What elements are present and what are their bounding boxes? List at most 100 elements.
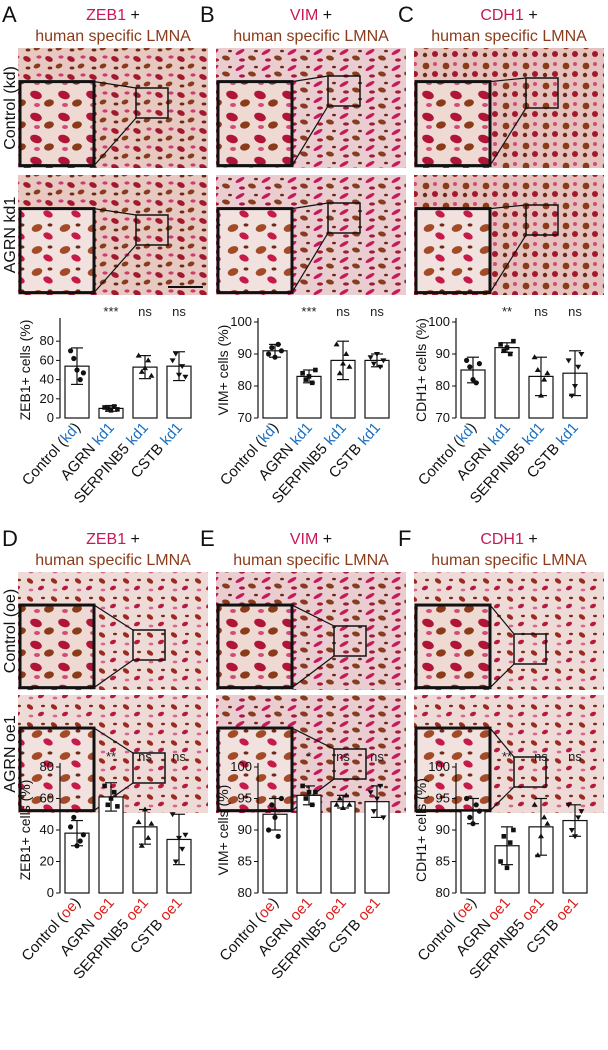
marker-name: VIM [290, 7, 318, 24]
panel-b: B VIM + human specific LMNA [200, 2, 406, 295]
significance-label: ** [502, 304, 512, 319]
plus-sign: + [126, 7, 140, 24]
data-point [534, 367, 541, 372]
data-point [145, 357, 152, 363]
crop-box [132, 752, 166, 784]
zoom-line-top [93, 81, 137, 89]
category-name: Control ( [414, 910, 465, 964]
data-point [80, 370, 86, 376]
data-point [473, 802, 479, 808]
data-point [108, 408, 114, 413]
zoom-line-top [93, 727, 134, 754]
y-tick-label: 80 [238, 885, 252, 900]
data-point [464, 357, 470, 363]
zoom-line-bottom [93, 244, 137, 293]
micrograph-agrn [216, 175, 406, 295]
data-point [343, 792, 350, 798]
marker-name: CDH1 [480, 531, 524, 548]
data-point [108, 796, 114, 801]
bar [98, 796, 124, 894]
crop-box [327, 75, 361, 107]
y-tick-label: 80 [238, 378, 252, 393]
zoom-inset [414, 603, 492, 690]
significance-label: ns [534, 749, 548, 764]
significance-label: ** [502, 749, 512, 764]
micrograph-control [414, 572, 604, 690]
data-point [544, 370, 551, 376]
panel-subtitle: human specific LMNA [431, 552, 587, 569]
micrograph-control [18, 572, 208, 690]
data-point [531, 801, 538, 807]
data-point [470, 377, 476, 383]
data-point [467, 364, 473, 370]
panels-layer: A ZEB1 + human specific LMNA Control (kd) AG… [2, 2, 604, 983]
data-point [575, 364, 582, 370]
data-point [578, 809, 585, 815]
data-point [565, 358, 572, 364]
data-point [367, 355, 374, 361]
data-point [377, 783, 384, 789]
panel-header: VIM + [290, 7, 332, 24]
data-point [568, 828, 575, 833]
data-point [531, 354, 538, 360]
marker-name: ZEB1 [86, 7, 126, 24]
panel-subtitle: human specific LMNA [233, 552, 389, 569]
category-name: Control ( [19, 435, 70, 489]
data-point [142, 806, 148, 812]
data-point [71, 814, 77, 821]
zoom-inset [414, 726, 492, 813]
bar [364, 359, 390, 419]
bar [494, 347, 520, 419]
data-point [336, 370, 343, 376]
data-point [575, 815, 582, 821]
y-tick-label: 100 [230, 314, 252, 329]
data-point [138, 842, 145, 848]
micrograph-agrn [18, 695, 208, 813]
significance-label: ns [336, 749, 350, 764]
panel-header: CDH1 + [480, 531, 537, 548]
significance-label: ns [370, 304, 384, 319]
row-label: AGRN oe1 [2, 715, 19, 792]
y-axis-label: CDH1+ cells (%) [413, 778, 429, 882]
micrograph-agrn [414, 695, 604, 813]
data-point [300, 370, 305, 376]
bar [296, 375, 322, 419]
significance-label: ns [138, 749, 152, 764]
panel-a: A ZEB1 + human specific LMNA Control (kd) AG… [2, 2, 208, 295]
plus-sign: + [126, 531, 140, 548]
y-tick-label: 85 [238, 854, 252, 869]
crop-box [327, 202, 361, 234]
data-point [313, 789, 318, 795]
data-point [306, 374, 312, 379]
zoom-line-bottom [93, 117, 137, 166]
significance-label: * [306, 749, 311, 764]
data-point [511, 338, 516, 344]
data-point [504, 345, 510, 350]
zoom-inset [216, 80, 294, 168]
zoom-inset [414, 80, 492, 168]
data-point [74, 843, 80, 849]
panel-f: F CDH1 + human specific LMNA [398, 526, 604, 813]
y-tick-label: 60 [40, 791, 54, 806]
data-point [105, 406, 111, 411]
y-tick-label: 0 [47, 410, 54, 425]
data-point [498, 859, 503, 864]
data-point [333, 801, 340, 807]
data-point [179, 846, 186, 852]
micrograph-control [414, 48, 604, 168]
y-tick-label: 85 [436, 854, 450, 869]
data-point [80, 832, 86, 838]
data-point [138, 368, 145, 374]
y-tick-label: 70 [436, 410, 450, 425]
plus-sign: + [318, 531, 332, 548]
y-tick-label: 70 [238, 410, 252, 425]
category-name: Control ( [18, 910, 69, 964]
zoom-line-top [291, 727, 335, 750]
data-point [111, 789, 117, 795]
y-tick-label: 80 [436, 378, 450, 393]
y-tick-label: 80 [40, 759, 54, 774]
micrograph-control [216, 48, 406, 168]
marker-name: CDH1 [480, 7, 524, 24]
significance-label: ns [336, 304, 350, 319]
